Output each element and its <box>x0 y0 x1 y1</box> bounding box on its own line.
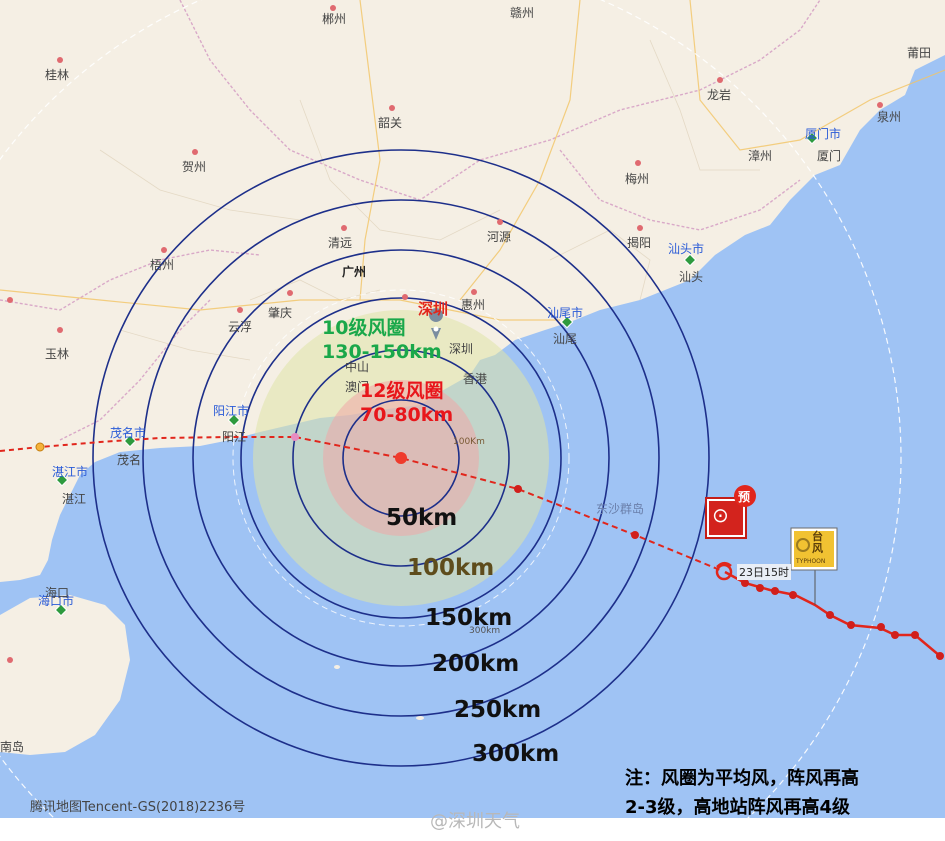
ring-marker-300: 300km <box>469 626 501 636</box>
ring-label-300km: 300km <box>472 741 560 767</box>
map-copyright: 腾讯地图Tencent-GS(2018)2236号 <box>30 800 246 815</box>
city-label: 郴州 <box>322 12 347 26</box>
city-label: 湛江市 <box>52 465 89 479</box>
typhoon-badge-text: 台风 <box>812 530 823 555</box>
typhoon-badge-sub: TYPHOON <box>796 558 826 565</box>
city-label: 梧州 <box>150 258 175 272</box>
wind12-range: 70-80km <box>360 404 454 426</box>
forecast-badge[interactable] <box>705 485 756 539</box>
watermark: @深圳天气 <box>430 811 520 832</box>
ring-label-50km: 50km <box>386 505 458 531</box>
city-label: 漳州 <box>748 149 773 163</box>
city-label: 莆田 <box>907 46 932 60</box>
ring-label-150km: 150km <box>425 605 513 631</box>
city-label: 云浮 <box>228 320 253 334</box>
city-label: 海口市 <box>38 594 75 608</box>
city-label: 揭阳 <box>627 236 652 250</box>
city-label: 茂名 <box>117 453 142 467</box>
ring-marker-100: 100Km <box>453 437 485 447</box>
city-label: 深圳 <box>449 342 474 356</box>
city-label: 汕头 <box>679 270 704 284</box>
city-label: 湛江 <box>62 492 87 506</box>
city-label: 阳江 <box>222 430 247 444</box>
wind10-title: 10级风圈 <box>322 317 406 339</box>
city-label: 龙岩 <box>707 88 732 102</box>
ring-label-250km: 250km <box>454 697 542 723</box>
city-label: 泉州 <box>877 110 902 124</box>
city-label: 贺州 <box>182 160 207 174</box>
city-label: 厦门市 <box>805 127 842 141</box>
city-label: 澳门 <box>345 380 370 394</box>
city-label: 桂林 <box>45 68 70 82</box>
city-label: 中山 <box>345 360 370 374</box>
center-city-label: 深圳 <box>418 300 449 318</box>
city-label: 南岛 <box>0 740 25 754</box>
city-label: 汕尾 <box>553 332 578 346</box>
city-label: 广州 <box>342 265 367 279</box>
city-label: 肇庆 <box>268 306 293 320</box>
city-label: 茂名市 <box>110 426 147 440</box>
city-label: 惠州 <box>461 298 486 312</box>
wind10-range: 130-150km <box>322 341 442 363</box>
city-label: 海口 <box>45 586 70 600</box>
shenzhen-pin[interactable] <box>429 308 444 340</box>
city-label: 东沙群岛 <box>596 502 645 516</box>
forecast-typhoon-icon: ⊙ <box>712 503 729 527</box>
note-line-1: 注：风圈为平均风，阵风再高 <box>625 768 859 789</box>
ring-label-100km: 100km <box>407 555 495 581</box>
city-label: 香港 <box>463 372 488 386</box>
city-label: 汕尾市 <box>547 306 584 320</box>
bottom-bar <box>0 818 945 841</box>
city-label: 厦门 <box>817 149 842 163</box>
ring-label-200km: 200km <box>432 651 520 677</box>
city-label: 赣州 <box>510 6 535 20</box>
city-label: 河源 <box>487 230 512 244</box>
wind12-title: 12级风圈 <box>360 380 444 402</box>
city-label: 清远 <box>328 236 353 250</box>
track-time-label: 23日15时 <box>737 564 791 580</box>
city-label: 梅州 <box>625 172 650 186</box>
city-label: 汕头市 <box>668 242 705 256</box>
note-line-2: 2-3级，高地站阵风再高4级 <box>625 797 851 818</box>
city-label: 韶关 <box>378 116 403 130</box>
city-label: 阳江市 <box>213 404 250 418</box>
typhoon-warning-badge[interactable] <box>790 527 838 605</box>
forecast-marker: 预 <box>738 490 751 504</box>
typhoon-symbol <box>715 562 733 581</box>
city-label: 玉林 <box>45 347 70 361</box>
